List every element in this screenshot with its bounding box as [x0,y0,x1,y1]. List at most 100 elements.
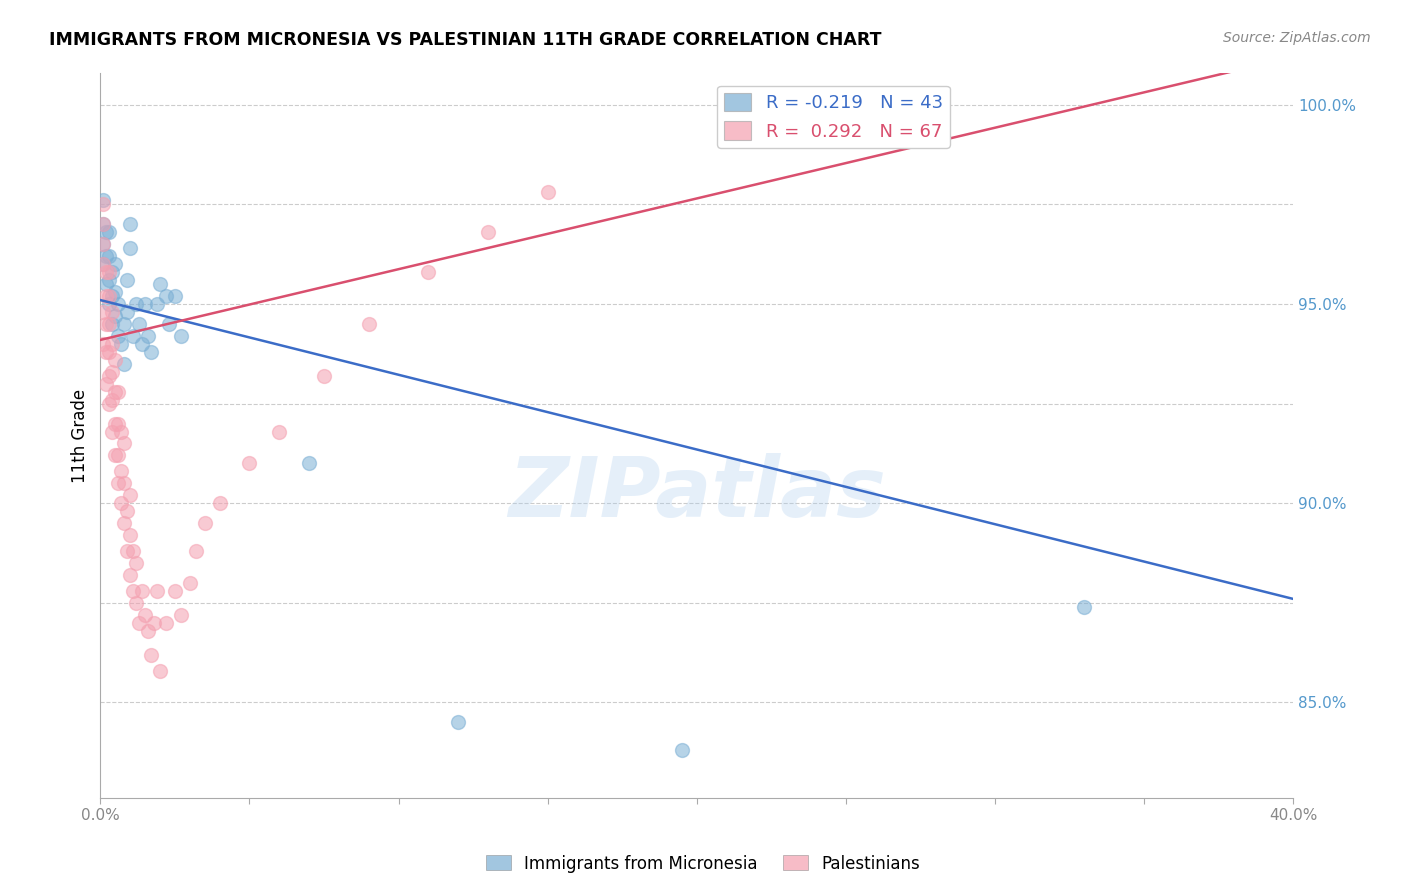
Point [91,337,114,351]
Legend: Immigrants from Micronesia, Palestinians: Immigrants from Micronesia, Palestinians [479,848,927,880]
Point [91,197,114,211]
Point [115,544,138,558]
Point [112,317,135,331]
Point [91,237,114,252]
Point [536,186,558,200]
Point [128,615,150,630]
Point [98,317,121,331]
Point [112,516,135,531]
Point [115,504,138,518]
Point [139,344,162,359]
Point [208,496,231,510]
Point [115,273,138,287]
Point [104,352,127,367]
Point [1073,599,1095,614]
Point [120,218,142,232]
Point [104,449,127,463]
Point [155,289,177,303]
Point [96,277,118,292]
Point [298,457,321,471]
Point [98,273,121,287]
Point [96,225,118,239]
Point [170,329,193,343]
Point [146,583,169,598]
Point [101,305,124,319]
Point [104,285,127,299]
Legend: R = -0.219   N = 43, R =  0.292   N = 67: R = -0.219 N = 43, R = 0.292 N = 67 [717,86,950,148]
Point [91,218,114,232]
Point [110,464,132,478]
Point [101,265,124,279]
Point [122,583,145,598]
Point [98,344,121,359]
Point [91,218,114,232]
Point [120,568,142,582]
Point [101,365,124,379]
Point [101,392,124,407]
Point [110,337,132,351]
Point [101,289,124,303]
Point [91,257,114,271]
Point [112,436,135,450]
Point [98,397,121,411]
Point [357,317,380,331]
Point [91,305,114,319]
Point [136,624,159,638]
Point [125,297,148,311]
Point [120,241,142,255]
Point [163,583,186,598]
Point [122,329,145,343]
Point [136,329,159,343]
Point [125,556,148,570]
Point [184,544,207,558]
Point [101,317,124,331]
Point [107,449,129,463]
Point [96,289,118,303]
Point [112,476,135,491]
Point [194,516,217,531]
Point [149,277,172,292]
Text: Source: ZipAtlas.com: Source: ZipAtlas.com [1223,31,1371,45]
Text: ZIPatlas: ZIPatlas [508,453,886,534]
Point [157,317,180,331]
Point [269,425,291,439]
Point [155,615,177,630]
Point [104,309,127,323]
Point [139,648,162,662]
Text: IMMIGRANTS FROM MICRONESIA VS PALESTINIAN 11TH GRADE CORRELATION CHART: IMMIGRANTS FROM MICRONESIA VS PALESTINIA… [49,31,882,49]
Point [96,317,118,331]
Point [104,257,127,271]
Point [149,664,172,678]
Point [107,384,129,399]
Point [112,357,135,371]
Point [179,576,201,591]
Point [104,384,127,399]
Point [98,249,121,263]
Point [170,607,193,622]
Point [101,337,124,351]
Point [143,615,166,630]
Point [91,194,114,208]
Y-axis label: 11th Grade: 11th Grade [72,388,89,483]
Point [98,265,121,279]
Point [107,329,129,343]
Point [98,225,121,239]
Point [98,297,121,311]
Point [96,344,118,359]
Point [163,289,186,303]
Point [101,425,124,439]
Point [125,596,148,610]
Point [447,715,470,730]
Point [477,225,499,239]
Point [312,368,335,383]
Point [110,425,132,439]
Point [122,544,145,558]
Point [238,457,260,471]
Point [96,249,118,263]
Point [107,476,129,491]
Point [115,305,138,319]
Point [120,488,142,502]
Point [91,257,114,271]
Point [107,297,129,311]
Point [107,417,129,431]
